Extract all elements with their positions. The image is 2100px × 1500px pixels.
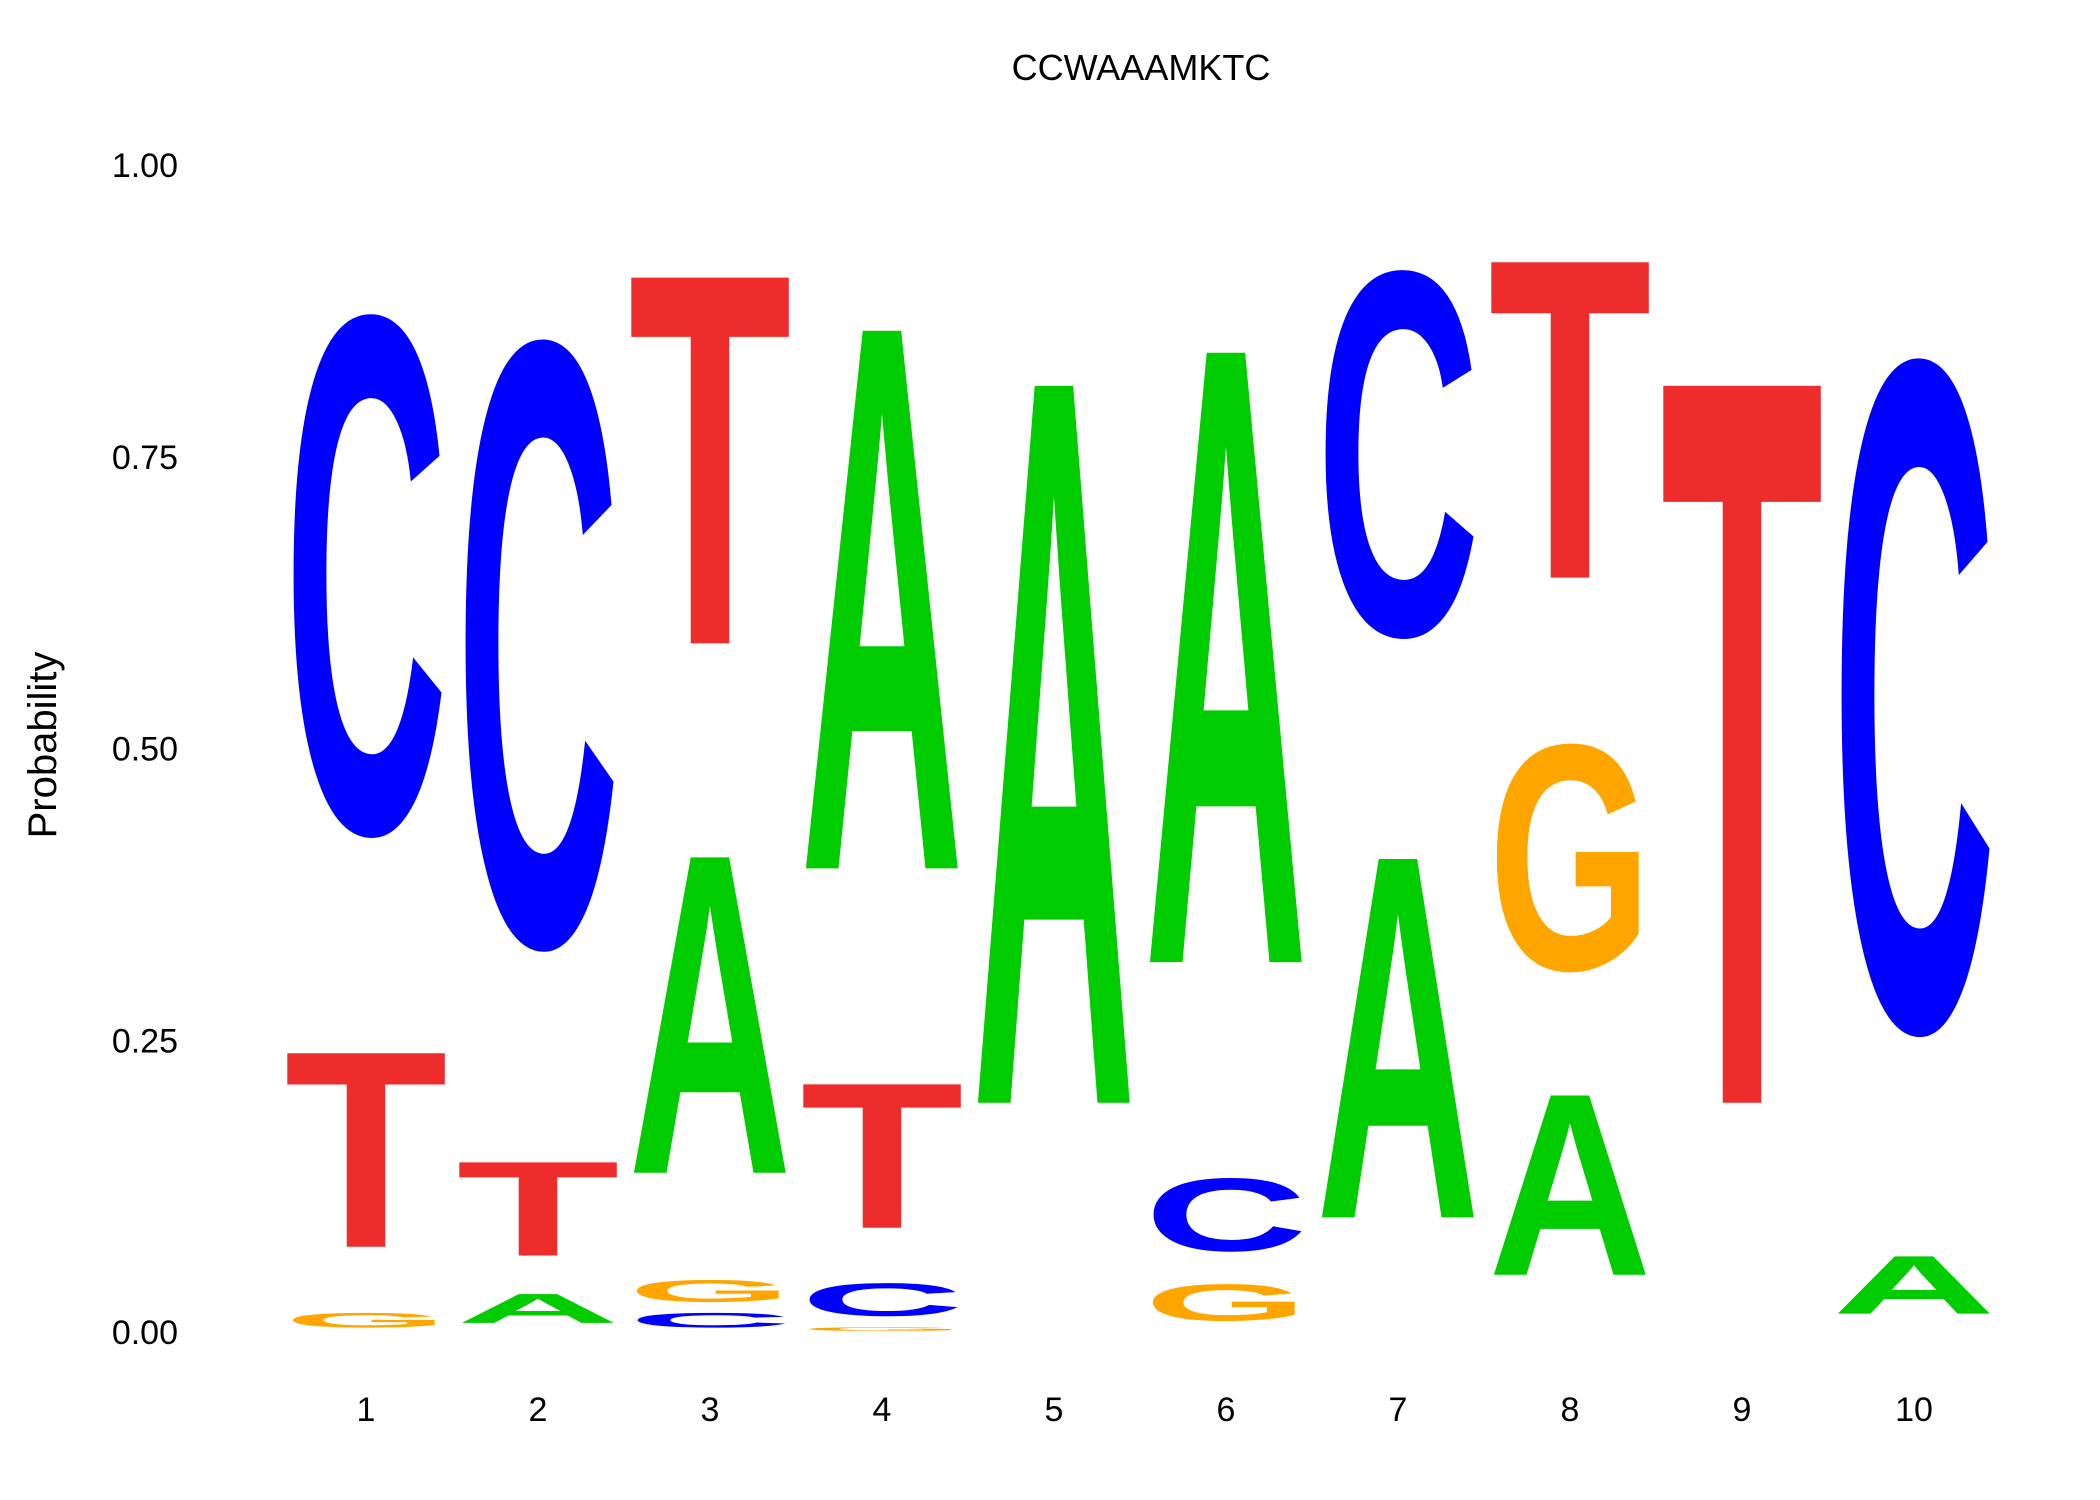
y-axis-title: Probability	[21, 652, 65, 839]
logo-letter-t: T	[456, 1133, 619, 1284]
x-tick-label: 4	[873, 1391, 892, 1429]
logo-letter-a: A	[800, 161, 963, 1034]
y-tick-label: 0.25	[112, 1022, 178, 1060]
logo-letter-a: A	[1316, 747, 1479, 1329]
chart-title: CCWAAAMKTC	[1012, 47, 1271, 88]
logo-letter-g: G	[1488, 676, 1651, 1038]
logo-letter-a: A	[628, 758, 791, 1270]
logo-letter-g: G	[1144, 1274, 1307, 1332]
logo-letter-c: C	[284, 161, 447, 987]
x-tick-label: 5	[1045, 1391, 1064, 1429]
x-tick-label: 2	[529, 1391, 548, 1429]
x-tick-label: 1	[357, 1391, 376, 1429]
logo-letter-a: A	[1832, 1239, 1995, 1332]
logo-letter-g: G	[628, 1273, 791, 1308]
logo-letter-a: A	[456, 1285, 619, 1331]
y-axis-tick-labels: 0.00 0.25 0.50 0.75 1.00	[112, 147, 178, 1352]
y-tick-label: 1.00	[112, 147, 178, 185]
logo-letter-c: C	[456, 161, 619, 1127]
logo-letter-g: G	[284, 1309, 447, 1332]
logo-letter-t: T	[628, 163, 791, 757]
logo-letter-t: T	[1488, 162, 1651, 675]
logo-letter-c: C	[800, 1273, 963, 1326]
logo-letter-t: T	[800, 1039, 963, 1272]
logo-letter-c: C	[1144, 1157, 1307, 1273]
x-tick-label: 8	[1561, 1391, 1580, 1429]
logo-letter-c: C	[1316, 163, 1479, 745]
y-tick-label: 0.50	[112, 731, 178, 769]
logo-letter-a: A	[972, 159, 1135, 1324]
logo-letter-t: T	[1660, 160, 1823, 1324]
logo-letter-a: A	[1144, 161, 1307, 1150]
y-tick-label: 0.75	[112, 439, 178, 477]
x-tick-label: 10	[1895, 1391, 1933, 1429]
logo-letter-c: C	[628, 1309, 791, 1332]
x-tick-label: 9	[1733, 1391, 1752, 1429]
y-tick-label: 0.00	[112, 1314, 178, 1352]
x-axis-tick-labels: 1 2 3 4 5 6 7 8 9 10	[357, 1391, 1933, 1429]
x-tick-label: 6	[1217, 1391, 1236, 1429]
logo-letter-t: T	[284, 994, 447, 1308]
logo-letter-c: C	[1832, 161, 1995, 1232]
logo-letter-a: A	[1488, 1039, 1651, 1330]
logo-letter-g: G	[800, 1326, 963, 1332]
x-tick-label: 7	[1389, 1391, 1408, 1429]
x-tick-label: 3	[701, 1391, 720, 1429]
